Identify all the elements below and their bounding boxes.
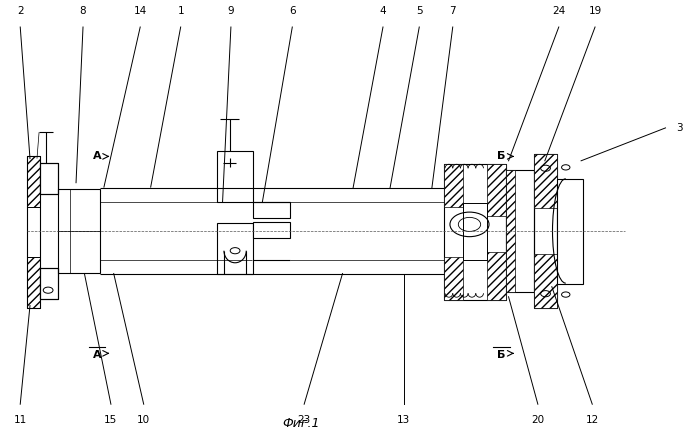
- Bar: [463, 203, 487, 260]
- Bar: [444, 164, 507, 300]
- Bar: [27, 156, 40, 308]
- Bar: [58, 189, 100, 273]
- Text: 7: 7: [449, 6, 456, 16]
- Text: 3: 3: [676, 123, 683, 133]
- Text: 11: 11: [13, 415, 27, 425]
- Text: 14: 14: [134, 6, 147, 16]
- Bar: [217, 151, 253, 202]
- Bar: [40, 163, 58, 194]
- Polygon shape: [40, 268, 58, 299]
- Text: 9: 9: [228, 6, 234, 16]
- Text: 1: 1: [178, 6, 184, 16]
- Text: 13: 13: [397, 415, 410, 425]
- Text: Б: Б: [498, 350, 506, 360]
- Bar: [253, 202, 290, 218]
- Bar: [27, 257, 40, 308]
- Text: 4: 4: [380, 6, 387, 16]
- Bar: [556, 179, 583, 284]
- Text: 19: 19: [589, 6, 602, 16]
- Bar: [507, 170, 534, 292]
- Polygon shape: [40, 163, 58, 194]
- Text: 12: 12: [586, 415, 599, 425]
- Bar: [487, 164, 507, 216]
- Bar: [40, 268, 58, 299]
- Bar: [534, 154, 556, 308]
- Bar: [27, 156, 40, 207]
- Bar: [444, 257, 463, 300]
- Text: 20: 20: [531, 415, 545, 425]
- Bar: [487, 253, 507, 300]
- Bar: [534, 254, 556, 308]
- Text: 5: 5: [416, 6, 423, 16]
- Bar: [217, 223, 253, 274]
- Bar: [444, 164, 463, 207]
- Text: Фиг.1: Фиг.1: [282, 417, 319, 429]
- Text: 10: 10: [137, 415, 150, 425]
- Text: 2: 2: [17, 6, 24, 16]
- Text: 23: 23: [298, 415, 311, 425]
- Text: А: А: [93, 350, 101, 360]
- Bar: [534, 154, 556, 208]
- Text: 8: 8: [80, 6, 86, 16]
- Text: 6: 6: [289, 6, 296, 16]
- Text: 15: 15: [104, 415, 117, 425]
- Text: А: А: [93, 151, 101, 161]
- Bar: [253, 222, 290, 238]
- Bar: [507, 170, 515, 292]
- Text: 24: 24: [552, 6, 565, 16]
- Text: Б: Б: [498, 151, 506, 161]
